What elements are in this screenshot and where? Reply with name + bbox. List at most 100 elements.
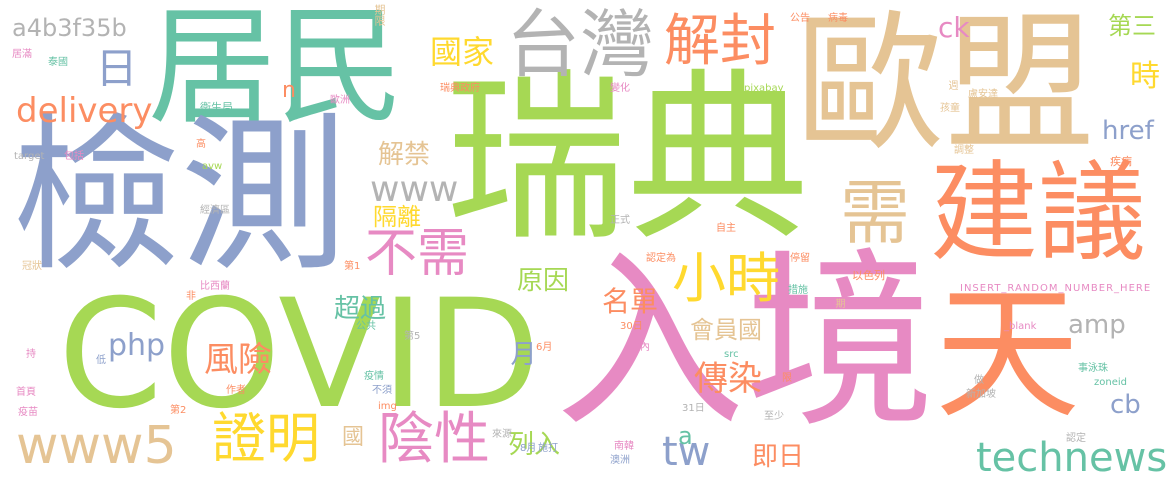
word-a4b3: a4b3f35b [12, 14, 127, 42]
word-img: img [378, 401, 397, 412]
word-gao: 高 [196, 139, 206, 150]
word-xinjiapo: 新加坡 [966, 389, 996, 400]
word-ouzhou: 歐洲 [330, 95, 350, 106]
word-weishengju: 衛生局 [200, 101, 233, 114]
word-mingdan: 名單 [602, 285, 659, 318]
word-xian: 限 [782, 373, 792, 384]
word-qixian: 期限 [373, 4, 386, 26]
word-huiyuanguo: 會員國 [690, 316, 762, 344]
word-src: src [724, 349, 739, 360]
word-shouye: 首頁 [16, 387, 36, 398]
word-href: href [1102, 116, 1154, 146]
word-bixiya: 比西蘭 [200, 281, 230, 292]
word-jiri: 即日 [752, 442, 805, 472]
word-zhou: 週 [946, 80, 957, 90]
word-target: target [14, 151, 45, 162]
word-jiance: 檢測 [12, 98, 348, 294]
word-yimiao: 疫苗 [18, 407, 38, 418]
word-jibing: 疾病 [1110, 155, 1132, 168]
word-geli: 隔離 [373, 203, 421, 231]
word-di1: 第1 [344, 261, 361, 272]
word-php: php [108, 328, 166, 363]
word-oumeng: 歐盟 [795, 0, 1096, 172]
word-tw: tw [662, 429, 711, 475]
word-zuozhe: 作者 [226, 385, 246, 396]
word-n: n [282, 78, 296, 103]
word-ruidianzhengfu: 瑞典政府 [440, 83, 480, 94]
word-gonggao: 公告 [790, 13, 810, 24]
word-pixabay: pixabay [744, 83, 784, 94]
word-a: a [678, 422, 693, 450]
word-laiyuan: 來源 [492, 429, 512, 440]
word-qi: 期 [833, 298, 844, 308]
word-zizhu: 自主 [716, 223, 736, 234]
word-yue6: 6月 [536, 342, 553, 353]
word-zhengming: 證明 [212, 407, 320, 470]
word-zoneid: zoneid [1094, 377, 1127, 388]
word-jiejin: 解禁 [378, 140, 431, 170]
word-yuanyin: 原因 [517, 266, 570, 296]
word-fengxian: 風險 [204, 340, 272, 380]
word-tingliu: 停留 [790, 253, 810, 264]
word-yue: 月 [506, 340, 536, 366]
word-di2: 第2 [170, 405, 187, 416]
word-chi: 持 [26, 349, 36, 360]
word-rending: 認定 [1066, 433, 1086, 444]
word-aozhou: 澳洲 [610, 455, 630, 466]
word-yinxing: 陰性 [378, 407, 490, 472]
word-buxu: 不需 [365, 224, 470, 284]
word-xiaoshi: 小時 [672, 247, 780, 310]
word-ruidian: 瑞典 [445, 53, 809, 265]
word-chaoguo: 超過 [334, 294, 387, 324]
word-juman: 居滿 [12, 49, 32, 60]
word-di5: 第5 [404, 331, 421, 342]
word-baokuo: 包括 [64, 151, 84, 162]
word-yiseli: 以色列 [852, 269, 885, 282]
word-www5: www5 [16, 416, 177, 476]
word-xu: 需 [840, 172, 910, 254]
word-rujing: 入境 [555, 232, 936, 453]
word-lieru: 列入 [508, 430, 561, 460]
word-jianyi: 建議 [930, 151, 1147, 276]
word-delivery: delivery [16, 91, 153, 131]
word-luanding: 盧安達 [968, 89, 998, 100]
word-zhishao: 至少 [764, 411, 784, 422]
word-bubi: 不須 [372, 385, 392, 396]
word-gonggong: 公共 [356, 321, 376, 332]
word-fei: 非 [186, 291, 196, 302]
word-bianhua: 變化 [610, 83, 630, 94]
word-tian: 天 [935, 270, 1080, 439]
word-tiaozheng: 調整 [954, 145, 974, 156]
word-guo: 國 [342, 425, 365, 450]
word-cb: cb [1110, 390, 1141, 420]
word-shida: 施打 [538, 443, 558, 454]
word-jumin: 居民 [148, 0, 405, 142]
word-technews: technews [976, 435, 1168, 481]
word-disan: 第三 [1108, 12, 1156, 40]
word-zhongyongji: 事泳珠 [1078, 363, 1108, 374]
word-shi: 時 [1130, 59, 1160, 94]
word-guanzhuang: 冠狀 [22, 261, 42, 272]
word-di: 低 [96, 355, 106, 366]
word-ri: 日 [89, 46, 138, 88]
word-haitong: 孩童 [940, 103, 960, 114]
word-bingdu: 病毒 [828, 13, 848, 24]
word-zuo: 做 [974, 375, 984, 386]
word-taiguo: 泰國 [48, 57, 68, 68]
word-amp: amp [1068, 310, 1126, 340]
word-ri30: 30日 [620, 321, 643, 332]
word-ck: ck [938, 11, 970, 44]
word-chuanran: 傳染 [694, 359, 762, 399]
word-jiefeng: 解封 [664, 9, 776, 74]
word-cuoshi: 措施 [788, 285, 808, 296]
word-ri31: 31日 [682, 403, 705, 414]
word-rendingwei: 認定為 [646, 253, 676, 264]
word-nanhan: 南韓 [614, 441, 634, 452]
word-jingjiqu: 經濟區 [200, 205, 230, 216]
word-yue8: 8月 [520, 443, 537, 454]
word-zhinei: 之內 [630, 342, 650, 353]
word-blank: _blank [1004, 321, 1037, 332]
word-taiwan: 台灣 [506, 2, 654, 88]
word-yiqing: 疫情 [364, 371, 384, 382]
